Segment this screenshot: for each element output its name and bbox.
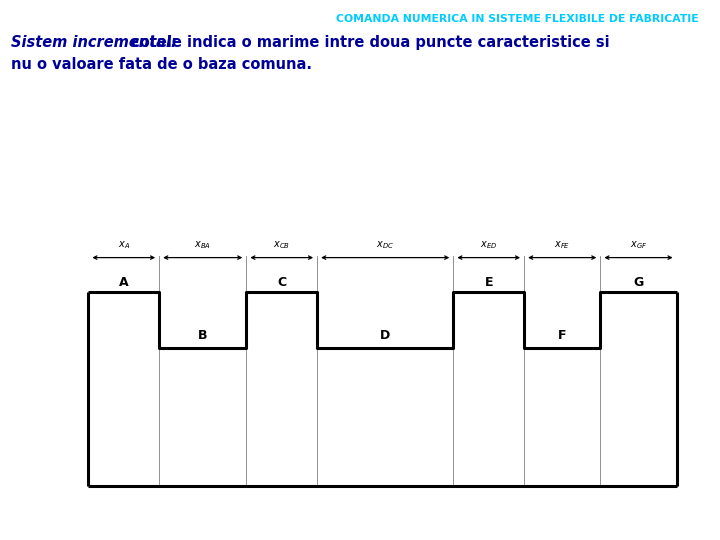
Text: E: E — [485, 276, 493, 289]
Text: $x_{DC}$: $x_{DC}$ — [377, 239, 394, 251]
Text: cotele indica o marime intre doua puncte caracteristice si: cotele indica o marime intre doua puncte… — [126, 35, 610, 50]
Text: G: G — [634, 276, 644, 289]
Text: $x_{ED}$: $x_{ED}$ — [480, 239, 498, 251]
Text: D: D — [380, 329, 390, 342]
Text: F: F — [558, 329, 567, 342]
Text: B: B — [198, 329, 207, 342]
Text: COMANDA NUMERICA IN SISTEME FLEXIBILE DE FABRICATIE: COMANDA NUMERICA IN SISTEME FLEXIBILE DE… — [336, 14, 698, 24]
Text: $x_{CB}$: $x_{CB}$ — [273, 239, 290, 251]
Text: $x_{A}$: $x_{A}$ — [117, 239, 130, 251]
Text: Sistem incremental:: Sistem incremental: — [11, 35, 176, 50]
Text: $x_{FE}$: $x_{FE}$ — [554, 239, 570, 251]
Text: nu o valoare fata de o baza comuna.: nu o valoare fata de o baza comuna. — [11, 57, 312, 72]
Text: $x_{GF}$: $x_{GF}$ — [630, 239, 647, 251]
Text: C: C — [277, 276, 287, 289]
Text: A: A — [119, 276, 129, 289]
Text: $x_{BA}$: $x_{BA}$ — [194, 239, 211, 251]
